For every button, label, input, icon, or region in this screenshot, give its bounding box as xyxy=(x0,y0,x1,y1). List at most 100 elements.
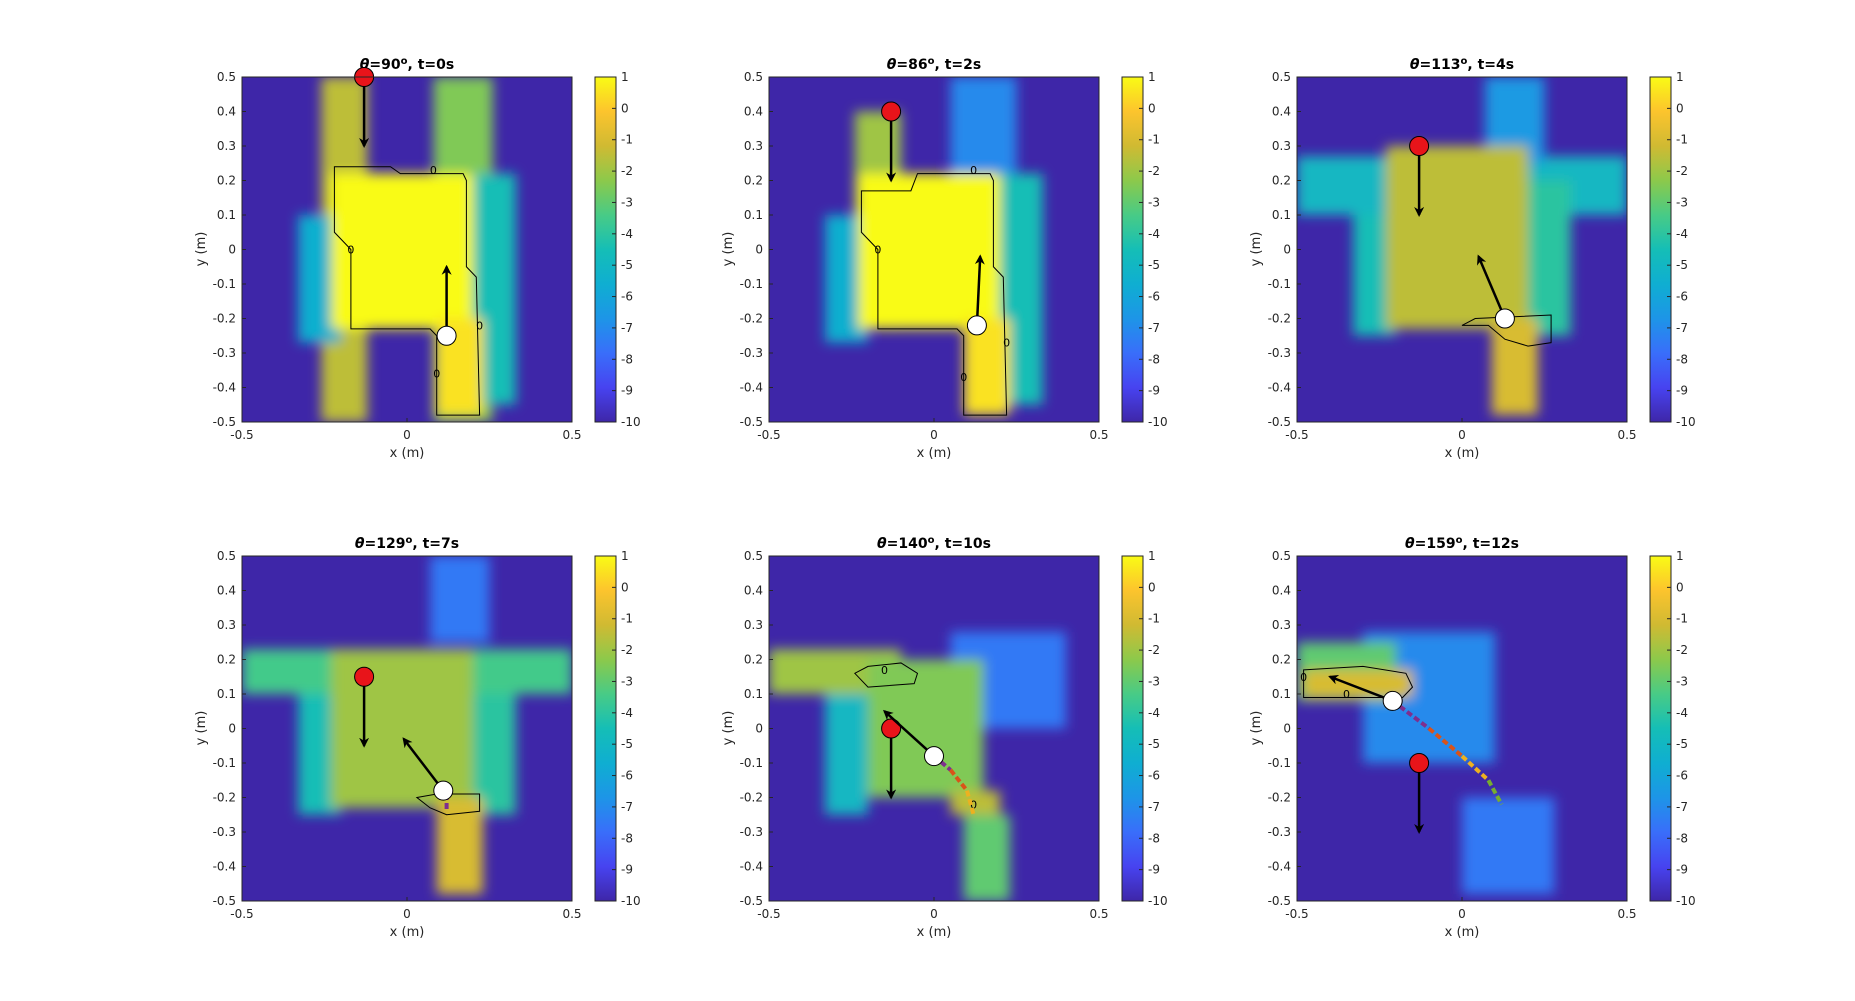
x-tick-label: -0.5 xyxy=(230,907,253,921)
panel-2-ylabel: y (m) xyxy=(721,232,736,267)
y-tick-label: 0.1 xyxy=(1272,687,1291,701)
colorbar-tick-label: -3 xyxy=(621,674,633,688)
colorbar-tick-label: 1 xyxy=(1676,549,1684,563)
colorbar-tick-label: -10 xyxy=(1676,415,1696,429)
red-marker xyxy=(1409,136,1430,156)
colorbar-tick-label: -9 xyxy=(1676,384,1688,398)
y-tick-label: -0.3 xyxy=(213,825,236,839)
y-tick-label: 0.5 xyxy=(744,70,763,84)
y-tick-label: -0.1 xyxy=(213,277,236,291)
colorbar-tick-label: 0 xyxy=(1676,580,1684,594)
heatmap-field xyxy=(1297,77,1627,422)
y-tick-label: 0.1 xyxy=(1272,208,1291,222)
y-tick-label: -0.3 xyxy=(1268,346,1291,360)
white-arrow xyxy=(883,709,935,758)
colorbar-tick-label: 0 xyxy=(1148,101,1156,115)
y-tick-label: -0.5 xyxy=(1268,894,1291,908)
colorbar-tick-label: -10 xyxy=(1676,894,1696,908)
colorbar-tick-label: -6 xyxy=(621,290,633,304)
colorbar-tick-label: -6 xyxy=(1676,769,1688,783)
colorbar-tick-label: -3 xyxy=(1676,674,1688,688)
trajectory-segment xyxy=(1460,754,1490,782)
white-arrow xyxy=(1477,254,1507,319)
colorbar-tick-label: -6 xyxy=(1676,290,1688,304)
colorbar-tick-label: -9 xyxy=(1676,863,1688,877)
colorbar-tick-label: -8 xyxy=(1676,352,1688,366)
colorbar-tick-label: -2 xyxy=(621,643,633,657)
colorbar-tick-label: -10 xyxy=(1148,415,1168,429)
contour-label: 0 xyxy=(960,371,967,384)
colorbar-tick-label: -7 xyxy=(1148,800,1160,814)
colorbar-tick-label: -5 xyxy=(1676,737,1688,751)
y-tick-label: -0.2 xyxy=(213,312,236,326)
colorbar-tick-label: -7 xyxy=(621,321,633,335)
y-tick-label: 0 xyxy=(755,243,763,257)
y-tick-label: -0.3 xyxy=(740,825,763,839)
colorbar-tick-label: -2 xyxy=(1148,164,1160,178)
colorbar-tick-label: 0 xyxy=(1676,101,1684,115)
colorbar-tick-label: -8 xyxy=(1148,831,1160,845)
y-tick-label: -0.3 xyxy=(213,346,236,360)
colorbar-tick-label: -5 xyxy=(1676,258,1688,272)
heatmap-region xyxy=(331,173,473,329)
y-tick-label: 0 xyxy=(1283,722,1291,736)
y-tick-label: 0.2 xyxy=(1272,653,1291,667)
y-tick-label: 0.1 xyxy=(217,687,236,701)
colorbar-tick-label: 0 xyxy=(621,101,629,115)
heatmap-region xyxy=(1386,146,1528,329)
x-tick-label: 0.5 xyxy=(1089,907,1108,921)
white-marker xyxy=(1382,690,1403,711)
colorbar-tick-label: -8 xyxy=(1676,831,1688,845)
colorbar-tick-label: -6 xyxy=(1148,769,1160,783)
heatmap-region xyxy=(1528,180,1571,336)
y-tick-label: -0.5 xyxy=(1268,415,1291,429)
contour-line xyxy=(1461,314,1552,347)
y-tick-label: -0.5 xyxy=(740,415,763,429)
colorbar-tick-label: -9 xyxy=(1148,863,1160,877)
contour-label: 0 xyxy=(347,244,354,257)
colorbar-tick-label: -5 xyxy=(621,258,633,272)
y-tick-label: -0.1 xyxy=(740,277,763,291)
panel-4-ylabel: y (m) xyxy=(194,711,209,746)
x-tick-label: 0.5 xyxy=(562,907,581,921)
y-tick-label: 0.2 xyxy=(744,653,763,667)
trajectory-segment xyxy=(1427,726,1464,758)
colorbar-tick-label: -10 xyxy=(621,415,641,429)
y-tick-label: -0.1 xyxy=(740,756,763,770)
colorbar-tick-label: 1 xyxy=(1676,70,1684,84)
colorbar xyxy=(1649,555,1672,902)
colorbar xyxy=(594,555,617,902)
y-tick-label: 0.4 xyxy=(744,584,763,598)
panel-2: θ=86o, t=2s x (m) y (m) 0 0 0 0 -0.5 -0.4 -0.3… xyxy=(721,56,1168,461)
white-marker xyxy=(966,315,987,336)
heatmap-field: 0 0 0 0 xyxy=(769,77,1099,422)
y-tick-label: 0.4 xyxy=(217,105,236,119)
colorbar-tick-label: -5 xyxy=(1148,737,1160,751)
colorbar-tick-label: -9 xyxy=(621,384,633,398)
panel-5: θ=140o, t=10s x (m) y (m) 00-0.5-0.4-0.3… xyxy=(721,535,1168,940)
y-tick-label: -0.4 xyxy=(740,381,763,395)
colorbar-tick-label: -3 xyxy=(1676,195,1688,209)
colorbar-tick-label: -5 xyxy=(621,737,633,751)
colorbar-tick-label: 1 xyxy=(621,70,629,84)
y-tick-label: 0 xyxy=(755,722,763,736)
y-tick-label: 0.1 xyxy=(744,687,763,701)
y-tick-label: 0.1 xyxy=(217,208,236,222)
colorbar-tick-label: -8 xyxy=(621,831,633,845)
colorbar-tick-label: -1 xyxy=(1148,612,1160,626)
y-tick-label: 0.3 xyxy=(1272,618,1291,632)
y-tick-label: 0 xyxy=(228,243,236,257)
x-tick-label: 0.5 xyxy=(1617,907,1636,921)
y-tick-label: -0.3 xyxy=(1268,825,1291,839)
colorbar-tick-label: -1 xyxy=(621,612,633,626)
colorbar-tick-label: -4 xyxy=(621,706,633,720)
colorbar-tick-label: -2 xyxy=(1676,643,1688,657)
y-tick-label: -0.5 xyxy=(213,415,236,429)
panel-6: θ=159o, t=12s x (m) y (m) 00-0.5-0.4-0.3… xyxy=(1249,535,1696,940)
panel-3: θ=113o, t=4s x (m) y (m) -0.5 -0.4 -0.3 -0.… xyxy=(1249,56,1696,461)
colorbar-tick-label: -2 xyxy=(621,164,633,178)
colorbar-tick-label: -2 xyxy=(1676,164,1688,178)
panel-6-xlabel: x (m) xyxy=(1445,925,1480,940)
y-tick-label: 0.3 xyxy=(217,618,236,632)
panel-3-xlabel: x (m) xyxy=(1445,446,1480,461)
